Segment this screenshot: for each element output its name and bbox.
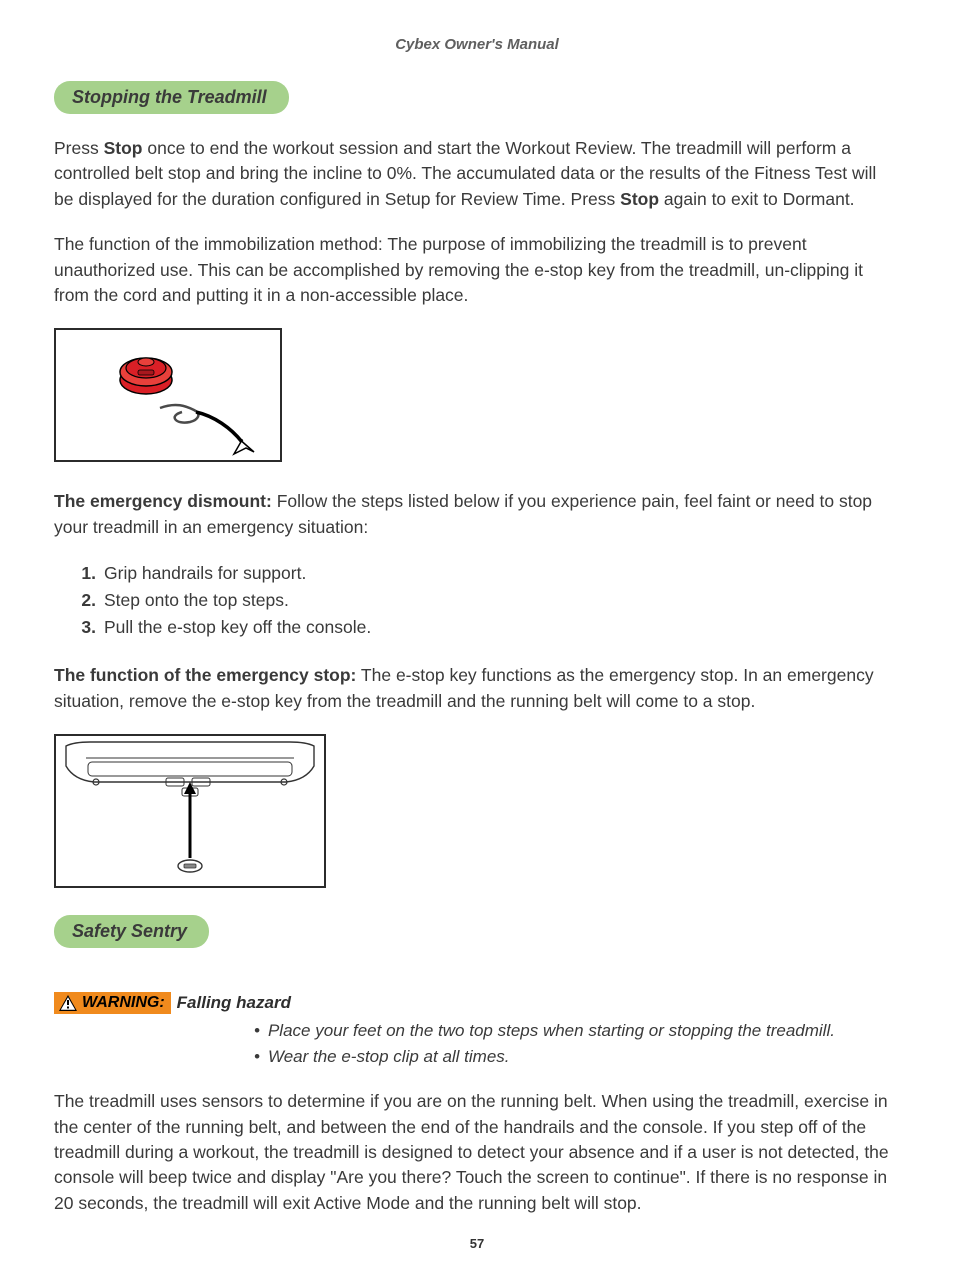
text-bold: Stop xyxy=(104,138,143,158)
list-item: 3. Pull the e-stop key off the console. xyxy=(72,614,900,641)
paragraph: The function of the emergency stop: The … xyxy=(54,663,900,714)
warning-bullet-list: Place your feet on the two top steps whe… xyxy=(254,1018,900,1069)
warning-label: WARNING: xyxy=(82,994,165,1012)
text: Press xyxy=(54,138,104,158)
paragraph: The treadmill uses sensors to determine … xyxy=(54,1089,900,1216)
paragraph: Press Stop once to end the workout sessi… xyxy=(54,136,900,212)
figure-console xyxy=(54,734,900,893)
step-text: Pull the e-stop key off the console. xyxy=(104,617,371,637)
warning-badge: WARNING: xyxy=(54,992,171,1014)
step-text: Step onto the top steps. xyxy=(104,590,289,610)
step-number: 2. xyxy=(72,587,96,614)
list-item: Place your feet on the two top steps whe… xyxy=(254,1018,900,1044)
document-header: Cybex Owner's Manual xyxy=(54,36,900,53)
console-illustration xyxy=(54,734,326,888)
step-number: 3. xyxy=(72,614,96,641)
list-item: 2. Step onto the top steps. xyxy=(72,587,900,614)
estop-key-illustration xyxy=(54,328,282,462)
paragraph: The function of the immobilization metho… xyxy=(54,232,900,308)
list-item: Wear the e-stop clip at all times. xyxy=(254,1044,900,1070)
text-bold: Stop xyxy=(620,189,659,209)
page-number: 57 xyxy=(54,1236,900,1251)
figure-estop-key xyxy=(54,328,900,467)
paragraph: The emergency dismount: Follow the steps… xyxy=(54,489,900,540)
text-bold: The emergency dismount: xyxy=(54,491,272,511)
section-heading-stopping: Stopping the Treadmill xyxy=(54,81,289,114)
ordered-list-emergency-steps: 1. Grip handrails for support. 2. Step ont… xyxy=(72,560,900,641)
warning-block: WARNING: Falling hazard xyxy=(54,992,900,1014)
text-bold: The function of the emergency stop: xyxy=(54,665,356,685)
warning-triangle-icon xyxy=(58,994,78,1012)
step-text: Grip handrails for support. xyxy=(104,563,306,583)
hazard-title: Falling hazard xyxy=(177,993,291,1013)
text: again to exit to Dormant. xyxy=(659,189,855,209)
list-item: 1. Grip handrails for support. xyxy=(72,560,900,587)
step-number: 1. xyxy=(72,560,96,587)
section-heading-safety-sentry: Safety Sentry xyxy=(54,915,209,948)
